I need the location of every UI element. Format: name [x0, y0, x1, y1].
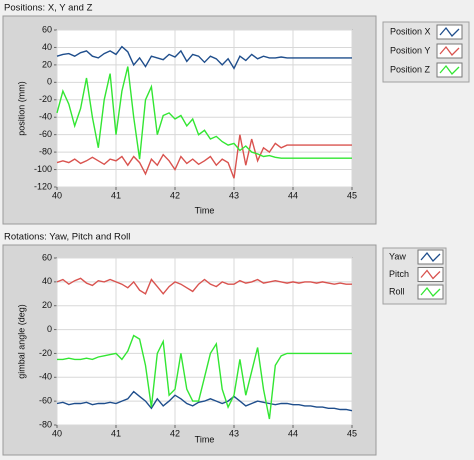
y-tick-label: -40: [39, 112, 52, 122]
series-line: [56, 390, 353, 412]
x-tick-label: 45: [347, 428, 357, 438]
series-line: [56, 45, 352, 70]
series-line: [57, 334, 352, 420]
legend-label: Yaw: [389, 251, 406, 261]
legend-label: Pitch: [389, 269, 409, 279]
x-tick-label: 43: [229, 190, 239, 200]
legend-swatch-line: [439, 45, 460, 56]
series-line: [56, 277, 352, 295]
y-tick-label: 0: [47, 324, 52, 334]
y-tick-label: 60: [42, 252, 52, 262]
y-axis-label: position (mm): [16, 81, 26, 136]
panel-title: Positions: X, Y and Z: [4, 3, 93, 14]
plot-area: [56, 29, 353, 188]
x-tick-label: 41: [111, 190, 121, 200]
x-tick-label: 43: [229, 428, 239, 438]
legend-swatch-line: [420, 251, 441, 262]
plot-area: [56, 257, 353, 426]
legend-swatch-line: [439, 64, 460, 75]
legend-label: Position X: [390, 26, 431, 36]
x-tick-label: 42: [170, 190, 180, 200]
y-tick-label: -20: [39, 348, 52, 358]
y-tick-label: 20: [42, 59, 52, 69]
series-line: [56, 134, 352, 179]
x-tick-label: 40: [52, 190, 62, 200]
x-tick-label: 44: [288, 428, 298, 438]
x-axis-label: Time: [195, 434, 215, 444]
y-tick-label: -20: [39, 94, 52, 104]
panel-title: Rotations: Yaw, Pitch and Roll: [4, 232, 130, 243]
series-line: [56, 66, 352, 160]
x-tick-label: 44: [288, 190, 298, 200]
legend-label: Roll: [389, 286, 405, 296]
legend-label: Position Z: [390, 64, 431, 74]
y-tick-label: 40: [42, 42, 52, 52]
x-tick-label: 42: [170, 428, 180, 438]
y-tick-label: -80: [39, 146, 52, 156]
y-tick-label: 40: [42, 276, 52, 286]
x-axis-label: Time: [195, 205, 215, 215]
legend-label: Position Y: [390, 45, 430, 55]
x-tick-label: 40: [52, 428, 62, 438]
x-tick-label: 45: [347, 190, 357, 200]
legend-swatch-line: [420, 286, 441, 297]
legend-swatch-line: [439, 26, 460, 37]
y-axis-label: gimbal angle (deg): [16, 304, 26, 379]
x-tick-label: 41: [111, 428, 121, 438]
y-tick-label: -120: [34, 181, 52, 191]
y-tick-label: -80: [39, 419, 52, 429]
y-tick-label: 60: [42, 24, 52, 34]
y-tick-label: -100: [34, 164, 52, 174]
legend-swatch-line: [420, 269, 441, 280]
y-tick-label: -40: [39, 372, 52, 382]
y-tick-label: -60: [39, 129, 52, 139]
y-tick-label: -60: [39, 396, 52, 406]
y-tick-label: 20: [42, 300, 52, 310]
y-tick-label: 0: [47, 77, 52, 87]
